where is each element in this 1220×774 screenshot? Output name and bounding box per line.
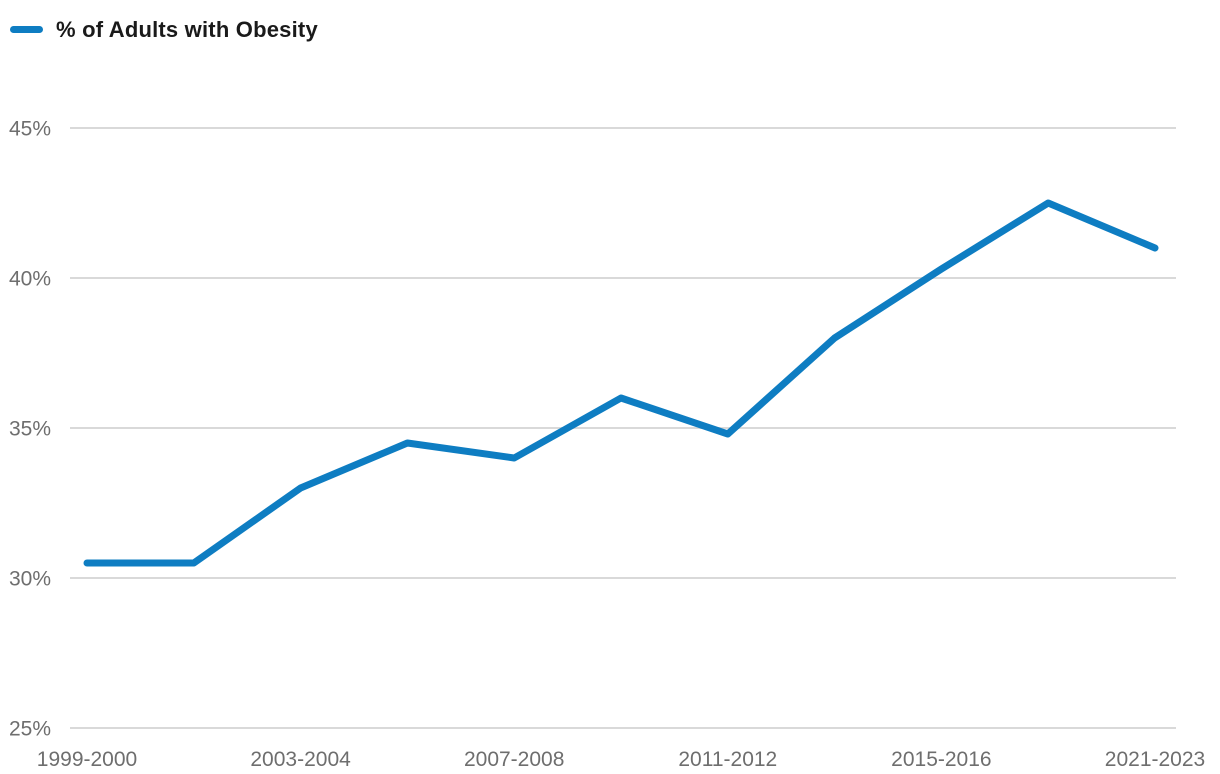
y-axis-tick-label: 45% [9, 117, 51, 140]
x-axis-tick-label: 2003-2004 [250, 748, 351, 771]
chart-legend: % of Adults with Obesity [10, 18, 318, 41]
legend-series-label: % of Adults with Obesity [56, 17, 318, 42]
x-axis-labels-group: 1999-2000 2003-2004 2007-2008 2011-2012 2015… [37, 748, 1205, 771]
x-axis-tick-label: 1999-2000 [37, 748, 137, 771]
series-group [83, 199, 1159, 567]
gridlines-group [70, 127, 1176, 729]
y-axis-tick-label: 25% [9, 717, 51, 740]
x-axis-tick-label: 2011-2012 [678, 748, 777, 771]
x-axis-tick-label: 2007-2008 [464, 748, 564, 771]
y-axis-labels-group: 45% 40% 35% 30% 25% [9, 117, 51, 740]
y-axis-tick-label: 40% [9, 267, 51, 290]
y-axis-tick-label: 35% [9, 417, 51, 440]
obesity-trend-line [83, 199, 1159, 567]
x-axis-tick-label: 2015-2016 [891, 748, 991, 771]
x-axis-tick-label: 2021-2023 [1105, 748, 1205, 771]
y-axis-tick-label: 30% [9, 567, 51, 590]
legend-line-swatch [10, 26, 43, 33]
